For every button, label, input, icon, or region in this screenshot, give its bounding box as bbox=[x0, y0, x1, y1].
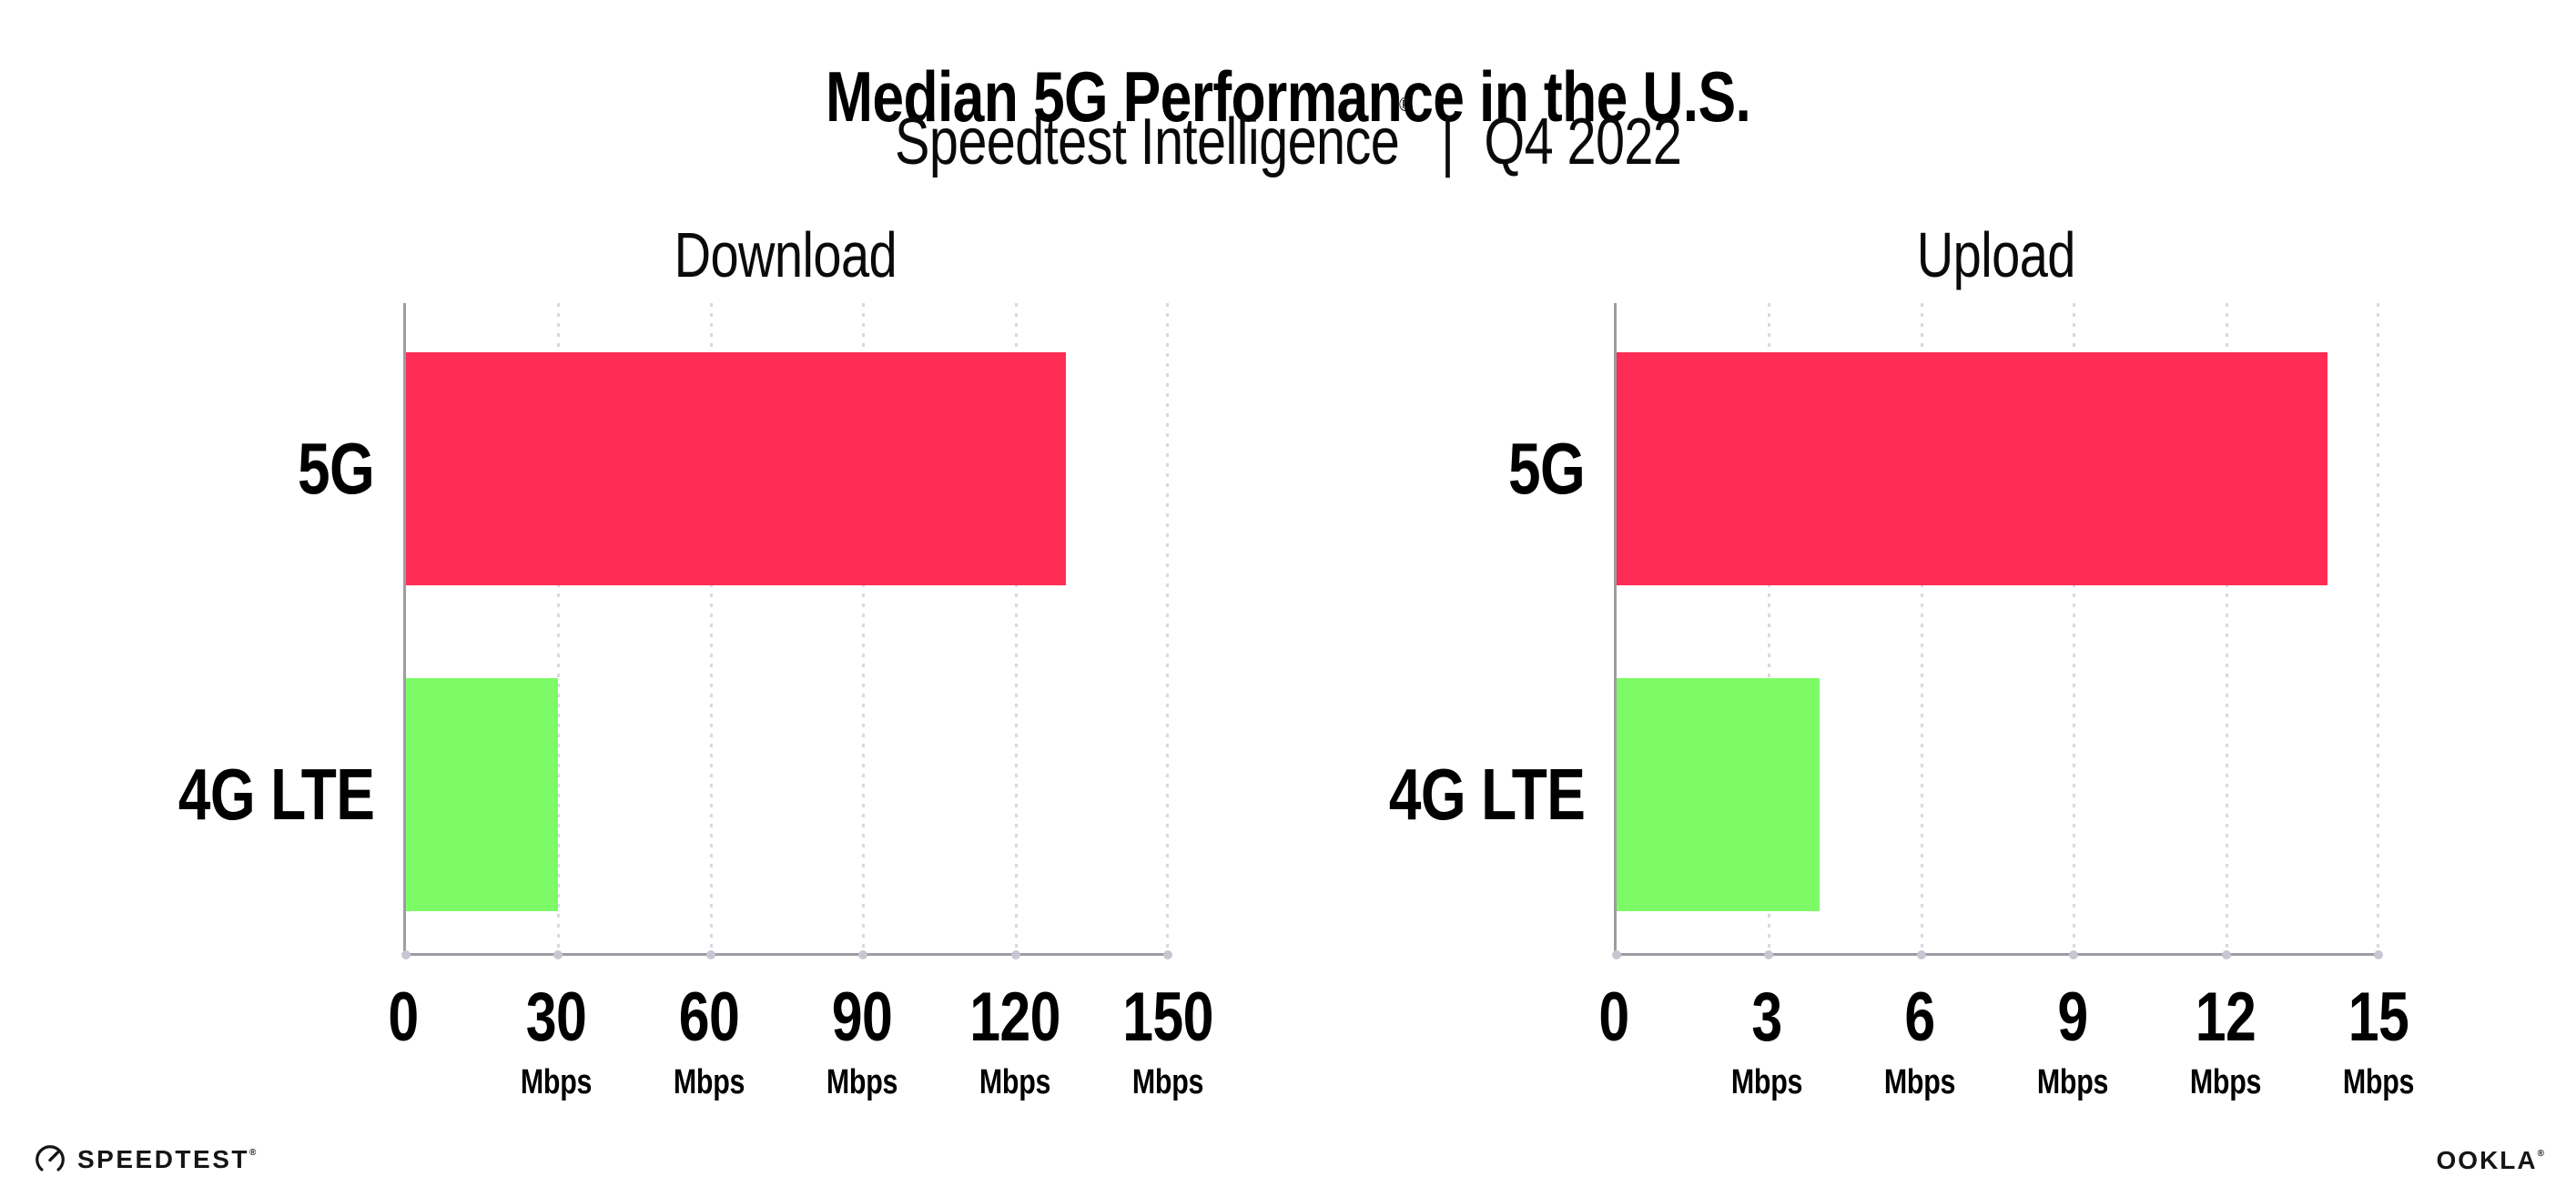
tick-label: 150 Mbps bbox=[1122, 979, 1213, 1101]
registered-mark: ® bbox=[1398, 93, 1411, 116]
gridline bbox=[1166, 303, 1169, 953]
speedtest-wordmark: SPEEDTEST® bbox=[77, 1145, 257, 1173]
tick-label: 3 Mbps bbox=[1730, 979, 1803, 1101]
tick-label: 9 Mbps bbox=[2036, 979, 2109, 1101]
subtitle-period: Q4 2022 bbox=[1484, 106, 1682, 178]
tick-label: 90 Mbps bbox=[826, 979, 898, 1101]
axis-tick-dot bbox=[2069, 950, 2079, 959]
page-title: Median 5G Performance in the U.S. bbox=[0, 56, 2576, 137]
tick-label: 120 Mbps bbox=[969, 979, 1060, 1101]
download-chart: Download 5G 4G LTE 0 30 Mbps 60 Mbps bbox=[178, 223, 1214, 1100]
tick-label: 6 Mbps bbox=[1883, 979, 1956, 1101]
tick-label: 15 Mbps bbox=[2342, 979, 2415, 1101]
bar-5g-upload bbox=[1617, 352, 2328, 585]
axis-tick-dot bbox=[2374, 950, 2383, 959]
upload-plot-area bbox=[1612, 303, 2383, 959]
bar-4g-lte-upload bbox=[1617, 678, 1820, 911]
tick-label: 12 Mbps bbox=[2189, 979, 2262, 1101]
tick-label: 0 bbox=[1598, 979, 1629, 1056]
download-x-axis: 0 30 Mbps 60 Mbps 90 Mbps 120 Mbps 150 M… bbox=[388, 979, 1213, 1138]
speedtest-logo: SPEEDTEST® bbox=[33, 1142, 256, 1177]
category-label-5g: 5G bbox=[1507, 428, 1586, 509]
tick-label: 0 bbox=[388, 979, 419, 1056]
gridline bbox=[557, 303, 561, 953]
gridline bbox=[1920, 303, 1923, 953]
speedtest-gauge-icon bbox=[33, 1142, 67, 1177]
gridline bbox=[2377, 303, 2379, 953]
category-label-4g-lte: 4G LTE bbox=[1388, 754, 1586, 835]
axis-tick-dot bbox=[401, 950, 411, 959]
subtitle-product: Speedtest Intelligence bbox=[894, 106, 1400, 178]
axis-tick-dot bbox=[1916, 950, 1926, 959]
upload-x-axis: 0 3 Mbps 6 Mbps 9 Mbps 12 Mbps 15 Mbps bbox=[1598, 979, 2414, 1138]
axis-tick-dot bbox=[705, 950, 715, 959]
axis-tick-dot bbox=[1764, 950, 1774, 959]
category-label-4g-lte: 4G LTE bbox=[177, 754, 375, 835]
page-subtitle: Speedtest Intelligence® | Q4 2022 bbox=[0, 93, 2576, 178]
axis-tick-dot bbox=[2221, 950, 2231, 959]
gridline bbox=[2225, 303, 2228, 953]
subtitle-separator: | bbox=[1440, 106, 1455, 178]
gridline bbox=[2073, 303, 2076, 953]
gridline bbox=[862, 303, 866, 953]
ookla-logo: OOKLA® bbox=[2437, 1148, 2544, 1173]
registered-mark: ® bbox=[2537, 1149, 2544, 1159]
ookla-wordmark: OOKLA bbox=[2436, 1146, 2538, 1174]
page-title-text: Median 5G Performance in the U.S. bbox=[825, 56, 1751, 137]
registered-mark: ® bbox=[248, 1148, 257, 1158]
upload-chart-title: Upload bbox=[1916, 219, 2076, 290]
tick-label: 60 Mbps bbox=[673, 979, 745, 1101]
gridline bbox=[1014, 303, 1018, 953]
axis-tick-dot bbox=[1010, 950, 1020, 959]
download-plot-area bbox=[401, 303, 1172, 959]
axis-tick-dot bbox=[553, 950, 563, 959]
axis-tick-dot bbox=[1163, 950, 1172, 959]
bar-5g-download bbox=[406, 352, 1067, 585]
tick-label: 30 Mbps bbox=[520, 979, 593, 1101]
bar-4g-lte-download bbox=[406, 678, 559, 911]
gridline bbox=[709, 303, 713, 953]
upload-chart: Upload 5G 4G LTE 0 3 Mbps 6 Mbps bbox=[1389, 223, 2415, 1100]
axis-tick-dot bbox=[858, 950, 868, 959]
category-label-5g: 5G bbox=[297, 428, 375, 509]
download-chart-title: Download bbox=[674, 219, 898, 290]
gridline bbox=[1768, 303, 1771, 953]
axis-tick-dot bbox=[1612, 950, 1621, 959]
